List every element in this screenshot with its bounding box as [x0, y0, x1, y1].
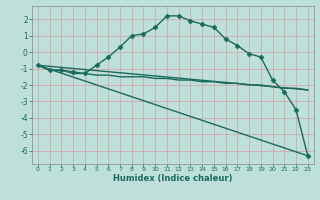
X-axis label: Humidex (Indice chaleur): Humidex (Indice chaleur)	[113, 174, 233, 183]
